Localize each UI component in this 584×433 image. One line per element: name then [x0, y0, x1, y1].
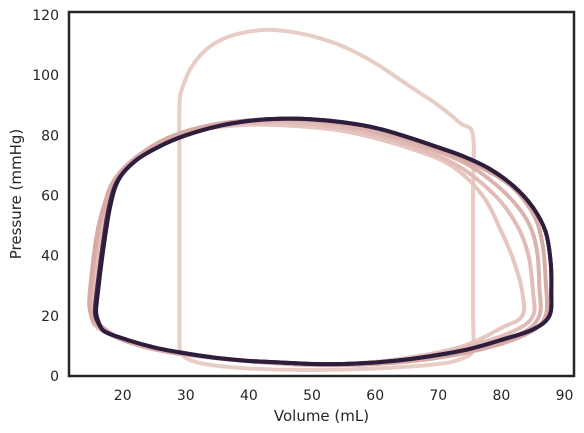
plot-area — [87, 27, 554, 372]
series-line-7 — [94, 116, 554, 367]
x-tick-label: 90 — [556, 388, 574, 404]
x-tick-label: 80 — [492, 388, 510, 404]
y-tick-label: 20 — [41, 309, 59, 325]
y-tick-label: 60 — [41, 189, 59, 205]
y-tick-label: 40 — [41, 249, 59, 265]
series-line-1 — [177, 27, 476, 372]
x-tick-label: 20 — [114, 388, 132, 404]
x-tick-label: 40 — [240, 388, 258, 404]
axes-frame — [67, 10, 576, 378]
y-tick-label: 0 — [50, 369, 59, 385]
x-tick-label: 60 — [366, 388, 384, 404]
y-tick-label: 80 — [41, 128, 59, 144]
y-axis-label: Pressure (mmHg) — [7, 129, 25, 260]
x-tick-label: 70 — [429, 388, 447, 404]
x-axis-ticks: 20 30 40 50 60 70 80 90 — [114, 388, 574, 404]
y-axis-ticks: 0 20 40 60 80 100 120 — [32, 8, 59, 385]
x-axis-label: Volume (mL) — [274, 407, 369, 425]
x-tick-label: 50 — [303, 388, 321, 404]
x-tick-label: 30 — [177, 388, 195, 404]
y-tick-label: 120 — [32, 8, 59, 24]
y-tick-label: 100 — [32, 68, 59, 84]
